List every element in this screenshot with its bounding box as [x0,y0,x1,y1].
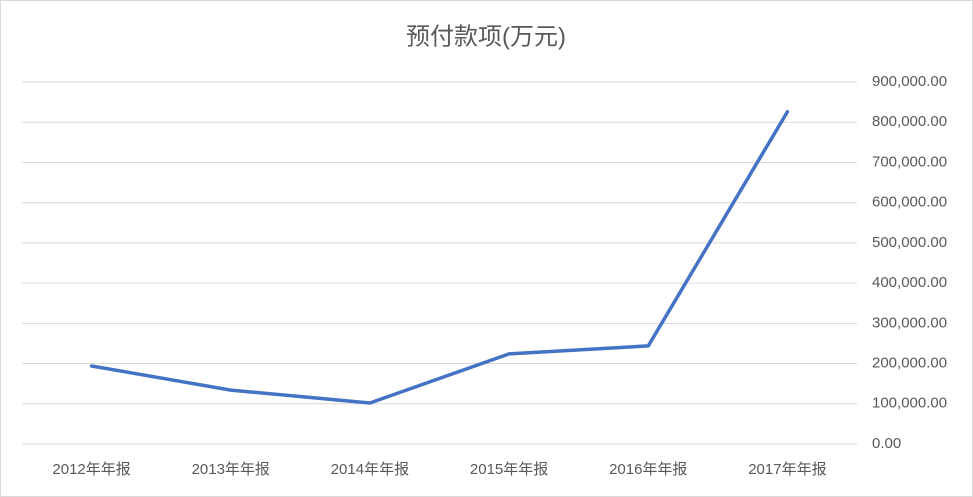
y-tick-label: 700,000.00 [872,153,947,170]
x-tick-label: 2015年年报 [470,461,548,478]
x-tick-label: 2017年年报 [748,461,826,478]
chart-title: 预付款项(万元) [406,23,566,50]
x-tick-label: 2013年年报 [192,461,270,478]
y-tick-label: 0.00 [872,435,901,452]
y-tick-label: 600,000.00 [872,194,947,211]
y-tick-label: 400,000.00 [872,274,947,291]
y-tick-label: 300,000.00 [872,314,947,331]
y-tick-label: 200,000.00 [872,355,947,372]
y-tick-label: 500,000.00 [872,234,947,251]
y-tick-label: 800,000.00 [872,113,947,130]
x-tick-label: 2016年年报 [609,461,687,478]
y-tick-label: 900,000.00 [872,73,947,90]
x-tick-label: 2014年年报 [331,461,409,478]
data-line [89,110,790,405]
x-tick-label: 2012年年报 [52,461,130,478]
y-tick-label: 100,000.00 [872,395,947,412]
